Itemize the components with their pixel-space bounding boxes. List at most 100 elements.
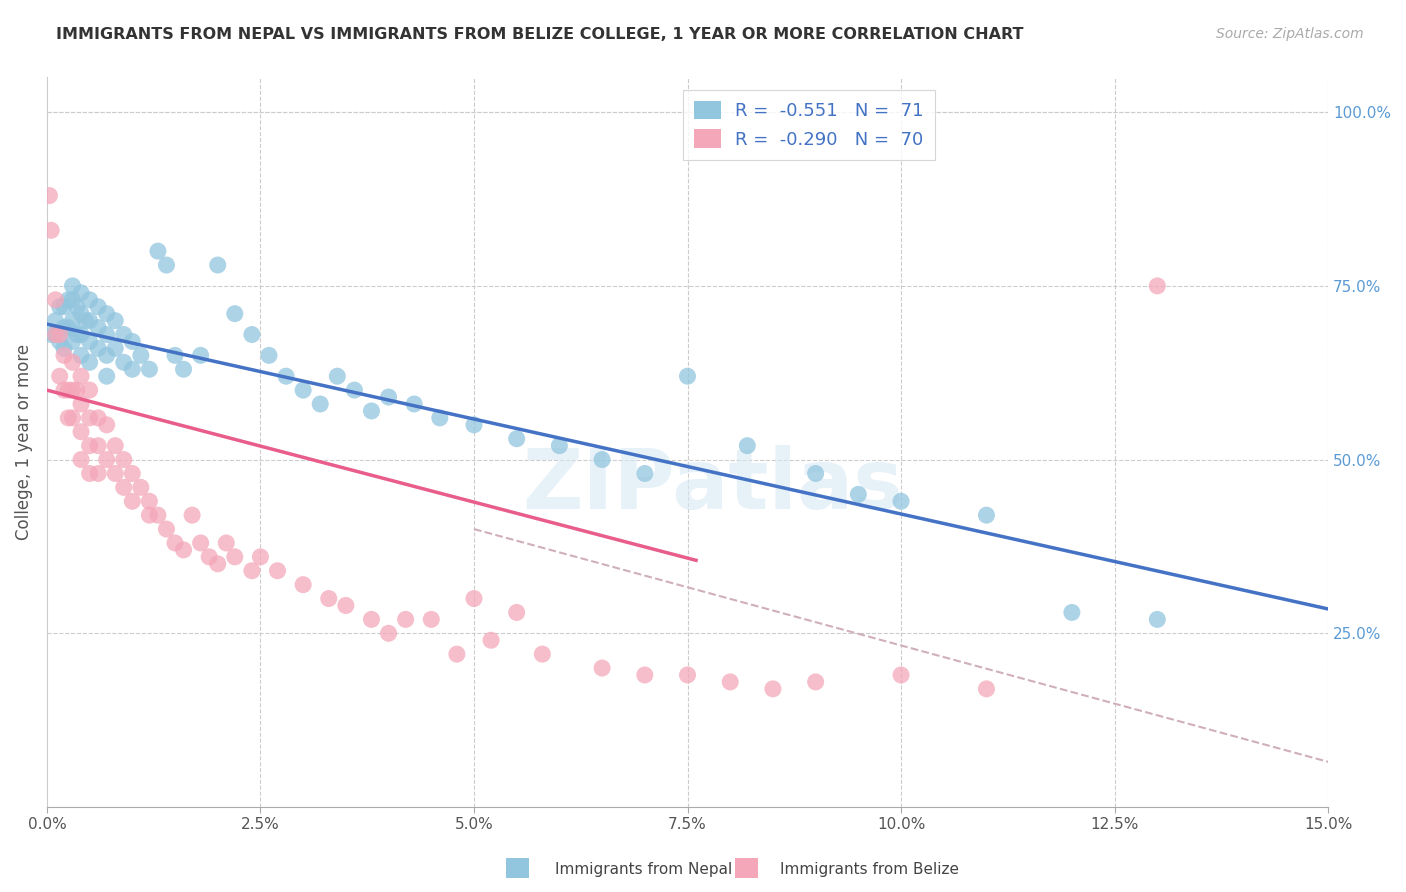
- Point: [121, 494, 143, 508]
- Point: [129, 348, 152, 362]
- Text: Immigrants from Belize: Immigrants from Belize: [780, 863, 959, 877]
- Point: [79, 439, 101, 453]
- Point: [146, 508, 169, 523]
- Point: [318, 591, 340, 606]
- Point: [104, 439, 127, 453]
- Point: [463, 417, 485, 432]
- Point: [70, 285, 93, 300]
- Point: [634, 668, 657, 682]
- Point: [718, 674, 741, 689]
- Legend: R =  -0.551   N =  71, R =  -0.290   N =  70: R = -0.551 N = 71, R = -0.290 N = 70: [683, 90, 935, 160]
- Point: [121, 467, 143, 481]
- Point: [207, 557, 229, 571]
- Point: [87, 467, 110, 481]
- Point: [1146, 612, 1168, 626]
- Point: [44, 327, 66, 342]
- Point: [634, 467, 657, 481]
- Point: [96, 307, 118, 321]
- Point: [335, 599, 357, 613]
- Point: [62, 293, 84, 307]
- Point: [70, 327, 93, 342]
- Point: [138, 494, 160, 508]
- Point: [326, 369, 349, 384]
- Point: [404, 397, 426, 411]
- Point: [104, 342, 127, 356]
- Point: [87, 439, 110, 453]
- Point: [39, 223, 62, 237]
- Point: [79, 355, 101, 369]
- Point: [207, 258, 229, 272]
- Y-axis label: College, 1 year or more: College, 1 year or more: [15, 344, 32, 541]
- Point: [224, 549, 246, 564]
- Point: [846, 487, 869, 501]
- Point: [591, 661, 613, 675]
- Point: [62, 383, 84, 397]
- Text: IMMIGRANTS FROM NEPAL VS IMMIGRANTS FROM BELIZE COLLEGE, 1 YEAR OR MORE CORRELAT: IMMIGRANTS FROM NEPAL VS IMMIGRANTS FROM…: [56, 27, 1024, 42]
- Point: [163, 348, 186, 362]
- Point: [479, 633, 502, 648]
- Point: [146, 244, 169, 259]
- Point: [96, 417, 118, 432]
- Point: [112, 452, 135, 467]
- Point: [121, 362, 143, 376]
- Point: [58, 410, 80, 425]
- Point: [420, 612, 443, 626]
- Point: [155, 522, 177, 536]
- Point: [62, 334, 84, 349]
- Point: [676, 369, 699, 384]
- Point: [505, 606, 527, 620]
- Point: [190, 348, 212, 362]
- Point: [112, 327, 135, 342]
- Point: [224, 307, 246, 321]
- Point: [121, 334, 143, 349]
- Point: [257, 348, 280, 362]
- Point: [762, 681, 785, 696]
- Point: [215, 536, 238, 550]
- Point: [190, 536, 212, 550]
- Point: [62, 355, 84, 369]
- Point: [173, 362, 195, 376]
- Point: [737, 439, 759, 453]
- Point: [360, 612, 382, 626]
- Point: [48, 369, 70, 384]
- Point: [138, 508, 160, 523]
- Point: [112, 480, 135, 494]
- Point: [181, 508, 204, 523]
- Point: [52, 300, 75, 314]
- Point: [48, 300, 70, 314]
- Text: Immigrants from Nepal: Immigrants from Nepal: [555, 863, 733, 877]
- Point: [44, 313, 66, 327]
- Point: [96, 348, 118, 362]
- Point: [75, 313, 97, 327]
- Point: [104, 467, 127, 481]
- Point: [292, 577, 315, 591]
- Point: [70, 369, 93, 384]
- Point: [240, 564, 263, 578]
- Point: [377, 626, 399, 640]
- Point: [446, 647, 468, 661]
- Point: [976, 508, 998, 523]
- Point: [976, 681, 998, 696]
- Point: [429, 410, 451, 425]
- Point: [52, 320, 75, 334]
- Point: [1146, 278, 1168, 293]
- Point: [58, 320, 80, 334]
- Point: [240, 327, 263, 342]
- Point: [96, 369, 118, 384]
- Point: [52, 342, 75, 356]
- Point: [292, 383, 315, 397]
- Point: [395, 612, 418, 626]
- Point: [112, 355, 135, 369]
- Text: ZIPatlas: ZIPatlas: [523, 445, 904, 526]
- Point: [52, 383, 75, 397]
- Point: [1060, 606, 1083, 620]
- Point: [591, 452, 613, 467]
- Point: [360, 404, 382, 418]
- Point: [138, 362, 160, 376]
- Point: [70, 425, 93, 439]
- Point: [890, 668, 912, 682]
- Point: [155, 258, 177, 272]
- Point: [79, 334, 101, 349]
- Point: [44, 293, 66, 307]
- Point: [87, 410, 110, 425]
